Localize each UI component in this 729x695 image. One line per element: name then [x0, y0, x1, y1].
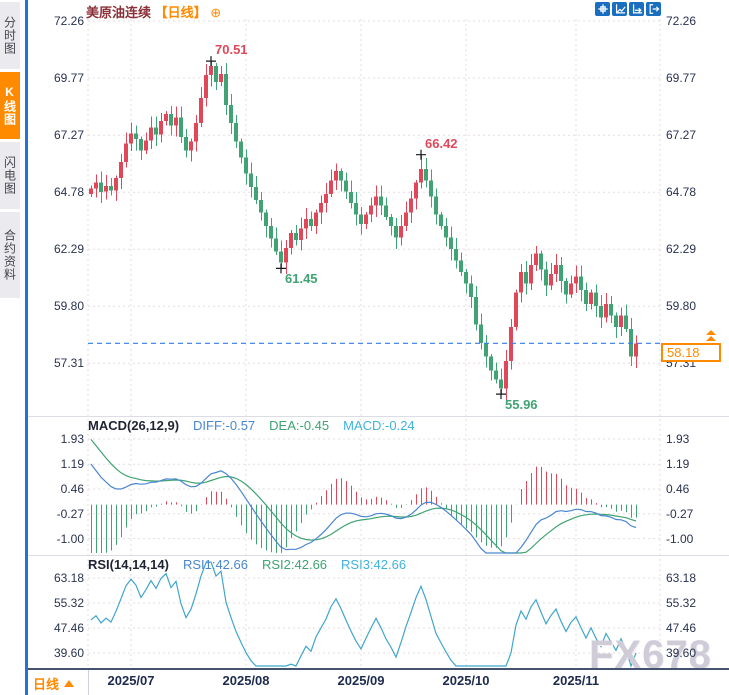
rsi-tick-left: 55.32: [53, 596, 84, 610]
rsi-name-label: RSI(14,14,14): [88, 557, 169, 572]
price-annotation-70.51: 70.51: [215, 42, 248, 58]
price-tick-right: 69.77: [666, 70, 697, 85]
price-tick-left: 69.77: [53, 70, 84, 85]
rsi-tick-left: 63.18: [53, 571, 84, 585]
macd-tick-left: -0.27: [56, 506, 84, 521]
price-annotation-66.42: 66.42: [425, 135, 458, 151]
axes-pan-icon[interactable]: [629, 2, 644, 16]
rsi1-value: RSI1:42.66: [182, 557, 248, 572]
exit-chart-icon[interactable]: [646, 2, 661, 16]
macd-macd-value: MACD:-0.24: [343, 418, 415, 433]
macd-diff-line: [90, 463, 637, 554]
x-axis-line: [28, 668, 729, 670]
macd-dea-line: [90, 439, 637, 554]
x-axis-month: 2025/08: [222, 673, 270, 688]
axes-range-icon[interactable]: [612, 2, 627, 16]
price-annotation-55.96: 55.96: [505, 397, 538, 413]
extreme-cross-marker: [276, 263, 286, 274]
rsi-tick-left: 39.60: [53, 646, 84, 660]
sidebar-tab-lightning-chart[interactable]: 闪电图: [0, 142, 20, 209]
symbol-title: 美原油连续: [86, 5, 152, 20]
price-tick-right: 62.29: [666, 242, 697, 257]
price-tick-right: 67.27: [666, 128, 697, 143]
price-tick-right: 72.26: [666, 14, 697, 28]
price-tick-left: 62.29: [53, 242, 84, 257]
price-tick-left: 67.27: [53, 128, 84, 143]
panel-separator-rsi: [28, 555, 729, 556]
period-cell-divider: [88, 670, 89, 695]
x-axis-month: 2025/07: [107, 673, 155, 688]
macd-tick-left: 0.46: [60, 481, 84, 496]
chart-header: 美原油连续 【日线】 ⊕: [86, 2, 221, 21]
period-dropdown-arrow-icon: [64, 680, 75, 687]
extreme-cross-marker: [496, 389, 506, 400]
extreme-cross-marker: [206, 56, 216, 67]
x-axis-month: 2025/09: [337, 673, 385, 688]
rsi-header: RSI(14,14,14) RSI1:42.66 RSI2:42.66 RSI3…: [88, 557, 406, 572]
panel-separator-macd: [28, 416, 729, 417]
rsi2-value: RSI2:42.66: [261, 557, 328, 572]
macd-tick-left: -1.00: [56, 531, 84, 546]
period-selector[interactable]: 日线: [33, 674, 75, 693]
macd-tick-right: -1.00: [666, 531, 694, 546]
macd-tick-right: 0.46: [666, 481, 690, 496]
sidebar-divider: [25, 0, 28, 695]
current-price-value: 58.18: [667, 345, 700, 360]
price-tick-left: 72.26: [53, 14, 84, 28]
chart-toolbar: [595, 2, 661, 16]
macd-tick-right: 1.93: [666, 432, 690, 446]
x-axis-month: 2025/10: [442, 673, 490, 688]
current-price-box: 58.18: [661, 343, 721, 362]
sidebar-tab-time-chart[interactable]: 分时图: [0, 2, 20, 69]
gridlines: [87, 19, 661, 667]
x-axis-month: 2025/11: [552, 673, 600, 688]
price-tick-right: 59.80: [666, 299, 697, 314]
rsi-tick-right: 63.18: [666, 571, 697, 585]
candles-layer: [89, 61, 638, 401]
sidebar-tab-contract-info[interactable]: 合约资料: [0, 212, 20, 298]
rsi-tick-right: 39.60: [666, 646, 697, 660]
rsi-line: [90, 561, 637, 668]
macd-tick-right: -0.27: [666, 506, 694, 521]
price-tick-right: 64.78: [666, 185, 697, 200]
rsi3-value: RSI3:42.66: [341, 557, 407, 572]
extreme-cross-marker: [416, 149, 426, 160]
macd-header: MACD(26,12,9) DIFF:-0.57 DEA:-0.45 MACD:…: [88, 418, 415, 433]
price-tick-left: 57.31: [53, 356, 84, 371]
period-label: 日线: [33, 677, 60, 692]
price-tick-left: 59.80: [53, 299, 84, 314]
timeframe-label: 【日线】: [154, 5, 207, 20]
macd-name-label: MACD(26,12,9): [88, 418, 180, 433]
crosshair-move-icon[interactable]: [595, 2, 610, 16]
add-indicator-icon[interactable]: ⊕: [210, 5, 222, 20]
price-tick-left: 64.78: [53, 185, 84, 200]
rsi-tick-left: 47.46: [53, 621, 84, 635]
rsi-tick-right: 55.32: [666, 596, 697, 610]
macd-tick-left: 1.19: [60, 457, 84, 472]
macd-tick-right: 1.19: [666, 457, 690, 472]
price-up-arrow-icon: [706, 329, 716, 341]
macd-tick-left: 1.93: [60, 432, 84, 446]
sidebar: 分时图 K线图闪电图合约资料: [0, 0, 20, 695]
macd-diff-value: DIFF:-0.57: [193, 418, 256, 433]
sidebar-tab-candle-chart[interactable]: K线图: [0, 72, 20, 139]
price-annotation-61.45: 61.45: [285, 271, 318, 287]
macd-dea-value: DEA:-0.45: [269, 418, 330, 433]
rsi-tick-right: 47.46: [666, 621, 697, 635]
